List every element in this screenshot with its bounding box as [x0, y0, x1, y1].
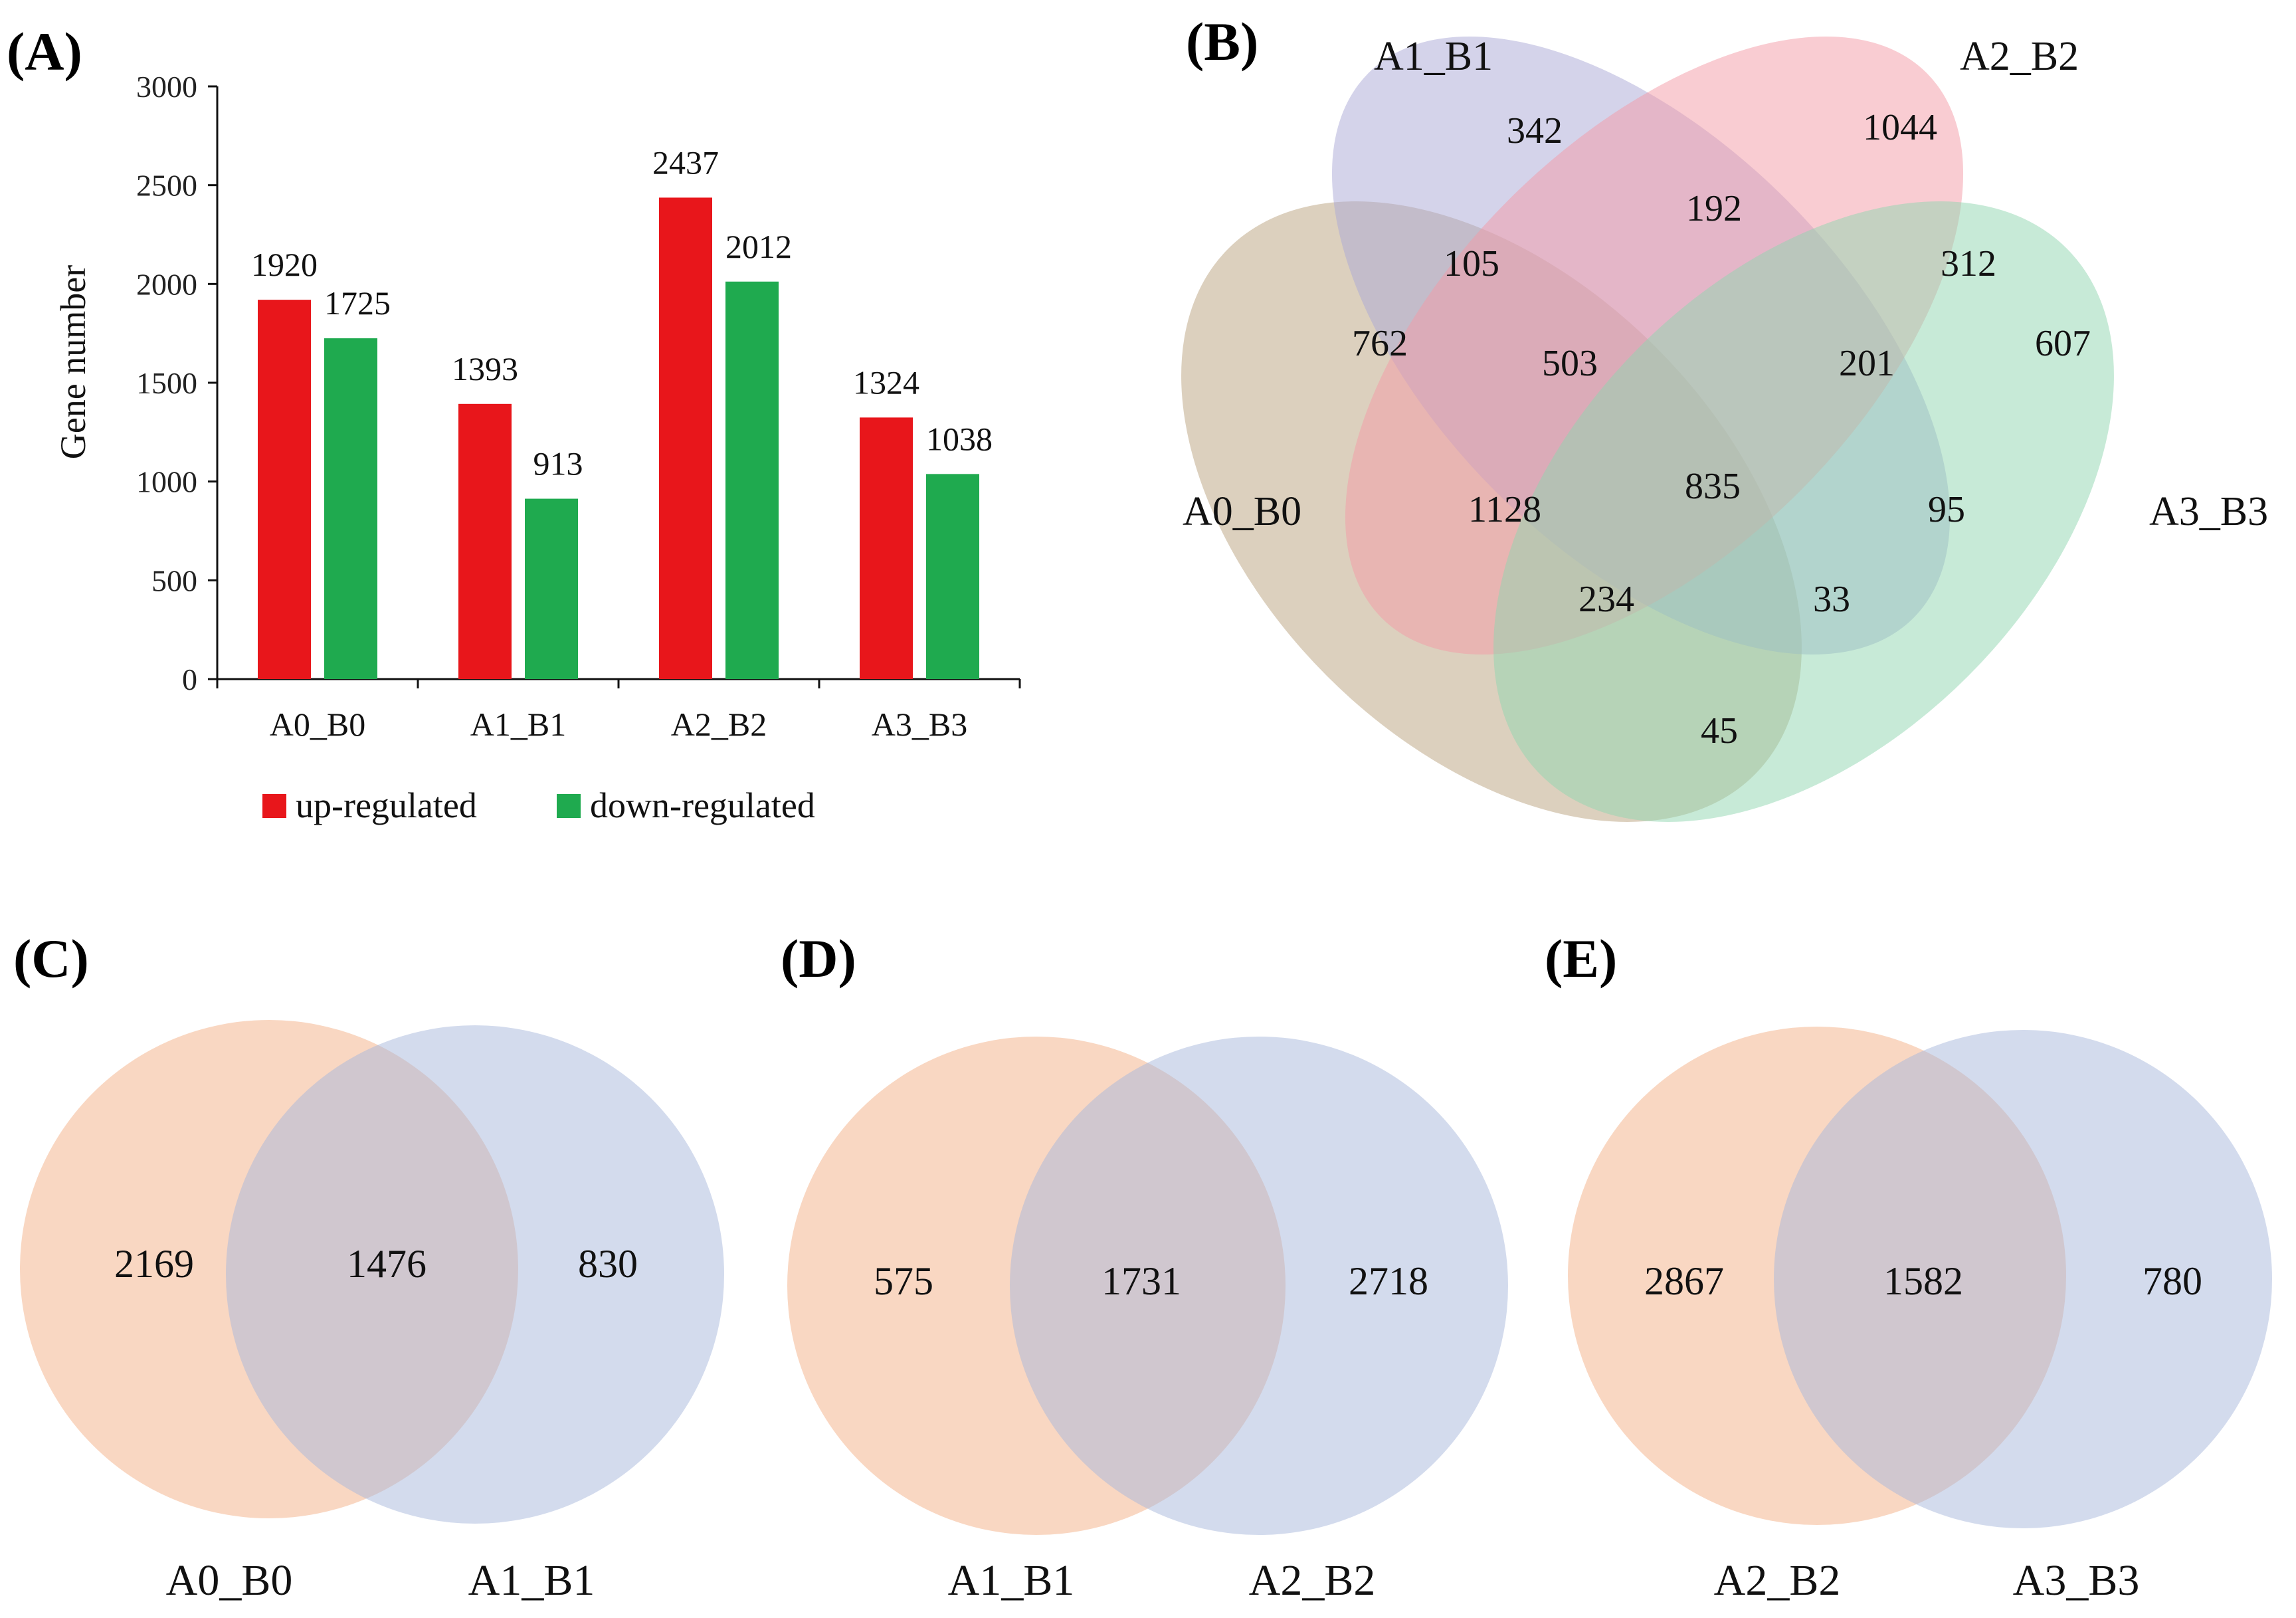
venn2-e-intersection-count: 1582 [1883, 1259, 1963, 1303]
panel-a: (A) 0 500 1000 1500 2000 2500 3000 A0_B0 A1_B1 A2… [7, 21, 1021, 825]
data-label-down: 2012 [725, 228, 792, 265]
venn2-d-right-label: A2_B2 [1249, 1556, 1376, 1605]
venn4-label-a3-b3: A3_B3 [2149, 489, 2268, 534]
y-tick-label: 0 [182, 662, 197, 696]
venn2-d-left-label: A1_B1 [948, 1556, 1075, 1605]
panel-c: (C) 2169 1476 830 A0_B0 A1_B1 [13, 928, 724, 1605]
venn2-d-intersection-count: 1731 [1101, 1259, 1181, 1303]
bar-up-regulated [659, 197, 712, 679]
x-tick-label: A3_B3 [872, 706, 967, 743]
venn4-count-a1-a2: 192 [1686, 188, 1742, 229]
venn2-c-right-label: A1_B1 [468, 1556, 595, 1605]
venn2-c-left-count: 2169 [114, 1242, 194, 1286]
venn4-count-a0-a2: 1128 [1468, 489, 1541, 530]
venn2-d-right-set [1010, 1037, 1508, 1535]
venn4-count-a1-a3: 95 [1928, 489, 1965, 530]
panel-d: (D) 575 1731 2718 A1_B1 A2_B2 [781, 928, 1508, 1605]
venn4-count-a1-only: 342 [1507, 110, 1563, 152]
x-tick-label: A1_B1 [470, 706, 566, 743]
data-label-down: 1725 [324, 284, 391, 322]
data-label-up: 1324 [853, 363, 919, 401]
venn2-c-intersection-count: 1476 [347, 1242, 427, 1286]
data-label-up: 1920 [251, 246, 318, 283]
venn2-e-left-label: A2_B2 [1714, 1556, 1841, 1605]
y-axis-title: Gene number [53, 265, 93, 459]
venn4-count-a0-a2-a3: 234 [1578, 579, 1634, 620]
bar-chart-bars [258, 197, 979, 680]
venn4-label-a1-b1: A1_B1 [1374, 34, 1493, 79]
bar-chart-axes: 0 500 1000 1500 2000 2500 3000 A0_B0 A1_B1 A2_B2 A… [136, 70, 1021, 743]
venn2-e-left-count: 2867 [1644, 1259, 1724, 1303]
legend-swatch-up [262, 794, 286, 818]
bar-down-regulated [926, 474, 979, 679]
panel-label-e: (E) [1545, 928, 1617, 989]
y-tick-label: 3000 [136, 70, 197, 104]
data-label-down: 1038 [926, 420, 993, 457]
y-tick-label: 2000 [136, 267, 197, 301]
panel-b: (B) A1_B1 A2_B2 A0_B0 A3_B3 342 1044 192… [1181, 11, 2268, 822]
x-tick-label: A0_B0 [270, 706, 365, 743]
legend: up-regulated down-regulated [262, 785, 815, 825]
legend-swatch-down [557, 794, 581, 818]
bar-down-regulated [525, 498, 578, 679]
x-tick-label: A2_B2 [671, 706, 767, 743]
venn4-count-a0-a1: 105 [1444, 243, 1499, 284]
venn2-c-left-label: A0_B0 [166, 1556, 293, 1605]
bar-up-regulated [458, 403, 512, 679]
y-tick-label: 1500 [136, 366, 197, 400]
venn4-region-counts: 342 1044 192 105 312 762 607 503 201 835… [1352, 107, 2091, 752]
venn4-count-all: 835 [1685, 466, 1741, 507]
venn2-c-right-count: 830 [578, 1242, 638, 1286]
venn4-count-a2-a3: 312 [1941, 243, 1996, 284]
venn4-count-a2-only: 1044 [1863, 107, 1937, 148]
bar-down-regulated [324, 338, 377, 680]
venn2-d-right-count: 2718 [1349, 1259, 1428, 1303]
venn2-e-right-set [1774, 1030, 2272, 1528]
y-tick-label: 2500 [136, 169, 197, 203]
panel-label-d: (D) [781, 928, 856, 989]
venn2-e-right-count: 780 [2143, 1259, 2202, 1303]
y-tick-label: 500 [151, 563, 197, 597]
data-label-up: 1393 [452, 350, 518, 387]
data-label-up: 2437 [652, 144, 719, 181]
bar-down-regulated [725, 281, 779, 679]
venn4-count-a0-a1-a2: 503 [1542, 343, 1598, 384]
legend-label-up: up-regulated [296, 785, 477, 825]
panel-label-b: (B) [1186, 11, 1258, 72]
venn4-count-a0-a1-a3: 33 [1813, 579, 1850, 620]
venn4-label-a0-b0: A0_B0 [1183, 489, 1301, 534]
venn4-count-a0-a3: 45 [1701, 710, 1738, 752]
panel-label-c: (C) [13, 928, 89, 989]
y-tick-label: 1000 [136, 465, 197, 499]
venn4-count-a0-only: 762 [1352, 323, 1408, 364]
legend-label-down: down-regulated [590, 785, 815, 825]
venn4-count-a3-only: 607 [2035, 323, 2091, 364]
panel-e: (E) 2867 1582 780 A2_B2 A3_B3 [1545, 928, 2272, 1605]
venn4-count-a1-a2-a3: 201 [1839, 343, 1895, 384]
bar-up-regulated [258, 300, 311, 679]
panel-label-a: (A) [7, 21, 82, 82]
venn2-c-right-set [226, 1025, 724, 1524]
venn2-d-left-count: 575 [874, 1259, 933, 1303]
data-label-down: 913 [533, 445, 583, 482]
venn4-label-a2-b2: A2_B2 [1960, 34, 2079, 79]
venn2-e-right-label: A3_B3 [2013, 1556, 2140, 1605]
bar-up-regulated [860, 417, 913, 679]
venn-set-a3-b3 [1493, 201, 2114, 822]
